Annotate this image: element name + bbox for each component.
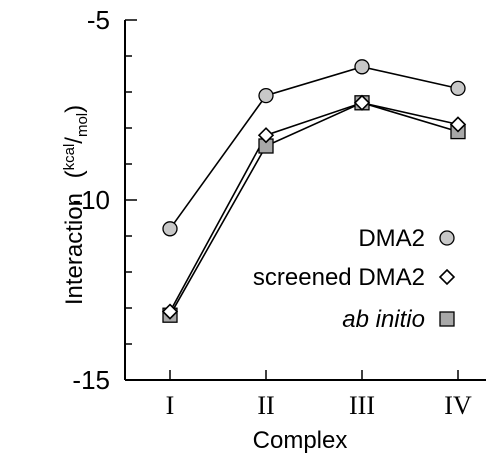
legend: DMA2 screened DMA2 ab initio — [253, 225, 456, 333]
series-lines — [169, 65, 459, 316]
point-screened-dma2 — [257, 127, 275, 144]
point-dma2 — [258, 87, 274, 104]
series-markers — [161, 59, 467, 323]
legend-marker-ab-initio — [439, 311, 455, 327]
series-line-dma2 — [169, 65, 459, 230]
y-tick-label: -10 — [72, 185, 110, 215]
legend-label-screened-dma2: screened DMA2 — [253, 264, 425, 291]
x-ticks: I II III IV — [166, 370, 472, 420]
legend-label-dma2: DMA2 — [358, 225, 425, 252]
x-tick-label: IV — [444, 391, 472, 420]
y-axis-title: Interaction (kcal/mol) — [61, 105, 91, 305]
x-tick-label: III — [349, 391, 375, 420]
y-tick-label: -5 — [87, 5, 110, 35]
y-unit-numerator: kcal — [61, 144, 78, 171]
point-screened-dma2 — [449, 116, 467, 133]
point-screened-dma2 — [161, 303, 179, 320]
y-tick-label: -15 — [72, 365, 110, 395]
point-screened-dma2 — [353, 94, 371, 111]
point-dma2 — [354, 59, 370, 75]
x-tick-label: II — [257, 391, 274, 420]
x-tick-label: I — [166, 391, 175, 420]
legend-marker-dma2 — [439, 230, 455, 246]
series-line-screened-dma2 — [169, 101, 459, 312]
point-dma2 — [450, 80, 466, 97]
y-ticks: -5 -10 -15 — [72, 5, 137, 395]
legend-label-ab-initio: ab initio — [342, 306, 425, 333]
x-axis-title: Complex — [253, 427, 348, 454]
legend-marker-screened-dma2 — [438, 268, 456, 286]
y-unit-denominator: mol — [74, 113, 91, 137]
svg-text:Interaction (kcal/mol): Interaction (kcal/mol) — [61, 105, 91, 305]
y-axis-label: Interaction — [61, 193, 88, 305]
point-dma2 — [162, 221, 178, 237]
series-line-ab-initio — [169, 101, 459, 316]
axes — [124, 20, 486, 381]
